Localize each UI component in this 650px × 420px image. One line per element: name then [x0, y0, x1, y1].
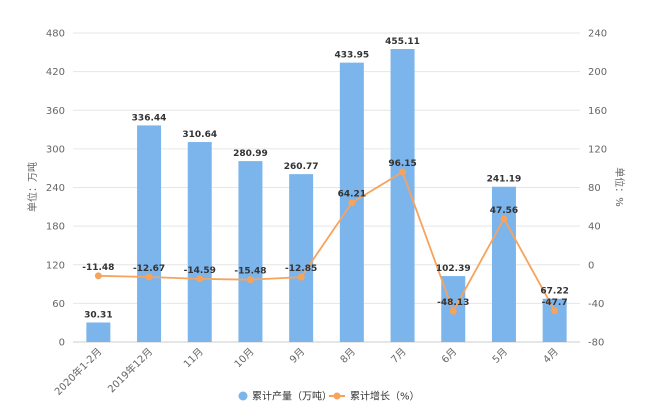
bar-data-label: 260.77 — [284, 162, 319, 172]
legend-bar-label: 累计产量（万吨） — [252, 390, 332, 403]
line-data-label: 47.56 — [490, 206, 518, 216]
x-tick-label: 4月 — [541, 346, 561, 366]
line-data-label: -12.85 — [285, 264, 317, 274]
left-tick-label: 120 — [46, 260, 65, 271]
x-tick-label: 11月 — [181, 346, 206, 371]
right-axis-title: 单位：% — [613, 167, 626, 207]
x-tick-label: 2020年1-2月 — [52, 345, 105, 398]
bar-data-labels: 30.31 336.44 310.64 280.99 260.77 433.95 455.1… — [84, 37, 569, 320]
x-tick-label: 6月 — [439, 346, 459, 366]
right-tick-label: -40 — [588, 299, 604, 310]
bar-data-label: 67.22 — [540, 287, 568, 297]
line-data-label: 96.15 — [388, 159, 416, 169]
line-data-label: -14.59 — [184, 266, 216, 276]
bar-data-label: 241.19 — [487, 175, 522, 185]
left-tick-label: 240 — [46, 183, 65, 194]
bar-data-label: 102.39 — [436, 264, 471, 274]
bar — [491, 186, 516, 342]
line-point — [500, 215, 508, 223]
right-tick-label: 160 — [588, 106, 607, 117]
legend-bar-marker — [238, 391, 248, 401]
x-tick-label: 2019年12月 — [105, 345, 155, 395]
x-tick-label: 5月 — [490, 346, 510, 366]
left-tick-label: 60 — [52, 299, 65, 310]
line-point — [145, 273, 153, 281]
right-tick-label: 240 — [588, 29, 607, 40]
line-point — [399, 168, 407, 176]
bar-data-label: 336.44 — [132, 113, 167, 123]
right-tick-label: 40 — [588, 222, 601, 233]
bar — [238, 161, 263, 342]
line-point — [246, 276, 254, 284]
bar — [137, 125, 162, 342]
left-tick-label: 300 — [46, 144, 65, 155]
right-axis-ticks: -80 -40 0 40 80 120 160 200 240 — [588, 29, 607, 349]
line-point — [297, 273, 305, 281]
bar-data-label: 30.31 — [84, 310, 112, 320]
line-point — [94, 272, 102, 280]
bar — [289, 174, 314, 342]
left-axis-title: 单位：万吨 — [26, 162, 39, 212]
x-tick-label: 8月 — [338, 346, 358, 366]
x-tick-label: 9月 — [287, 346, 307, 366]
legend-item-line[interactable]: 累计增长（%） — [329, 390, 420, 403]
x-axis-ticks: 2020年1-2月 2019年12月 11月 10月 9月 8月 7月 6月 5月 4月 — [52, 345, 561, 398]
left-tick-label: 0 — [59, 338, 65, 349]
legend-line-label: 累计增长（%） — [350, 390, 420, 403]
line-point — [348, 199, 356, 207]
bar-series — [86, 49, 567, 343]
left-axis-ticks: 0 60 120 180 240 300 360 420 480 — [46, 29, 65, 349]
right-tick-label: 200 — [588, 67, 607, 78]
right-tick-label: -80 — [588, 338, 604, 349]
line-data-label: -12.67 — [133, 264, 165, 274]
line-point — [196, 275, 204, 283]
bar — [86, 322, 111, 342]
line-data-label: 64.21 — [338, 190, 366, 200]
line-data-label: -15.48 — [234, 267, 266, 277]
legend-item-bar[interactable]: 累计产量（万吨） — [238, 390, 333, 403]
line-data-labels: -11.48 -12.67 -14.59 -15.48 -12.85 64.21 96.15… — [82, 159, 567, 308]
right-tick-label: 120 — [588, 144, 607, 155]
left-tick-label: 180 — [46, 222, 65, 233]
x-tick-label: 7月 — [389, 346, 409, 366]
x-tick-label: 10月 — [232, 346, 257, 371]
line-data-label: -48.13 — [437, 298, 469, 308]
line-series — [94, 168, 559, 315]
line-data-label: -47.7 — [542, 298, 568, 308]
left-tick-label: 420 — [46, 67, 65, 78]
right-tick-label: 0 — [588, 260, 594, 271]
left-tick-label: 480 — [46, 29, 65, 40]
bar — [187, 142, 212, 342]
bar-data-label: 433.95 — [334, 51, 369, 61]
bar-data-label: 455.11 — [385, 37, 420, 47]
bar — [542, 298, 567, 342]
legend-line-marker — [333, 392, 341, 400]
right-tick-label: 80 — [588, 183, 601, 194]
line-point — [449, 307, 457, 315]
bar-data-label: 310.64 — [182, 130, 217, 140]
line-path — [98, 170, 556, 314]
bar-data-label: 280.99 — [233, 149, 268, 159]
left-tick-label: 360 — [46, 106, 65, 117]
line-point — [551, 307, 559, 315]
legend: 累计产量（万吨） 累计增长（%） — [238, 390, 420, 403]
line-data-label: -11.48 — [82, 263, 114, 273]
